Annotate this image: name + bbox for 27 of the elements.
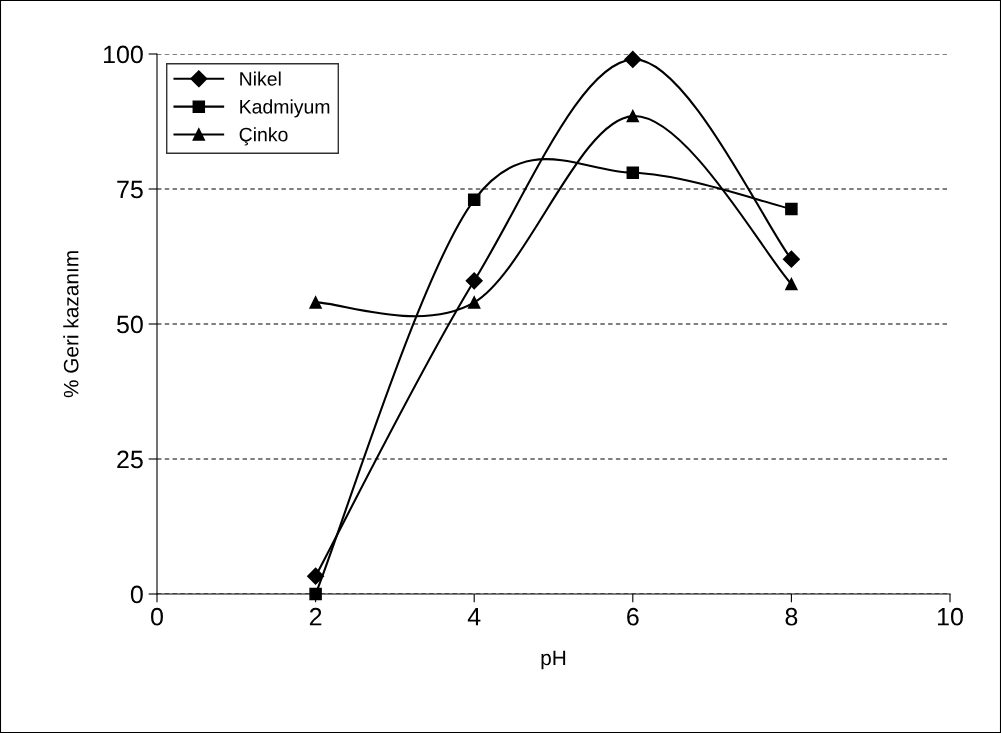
- point: [626, 109, 640, 123]
- legend-label: Nikel: [240, 71, 281, 86]
- point: [785, 277, 798, 291]
- point: [785, 202, 798, 216]
- x-tick-label: 0: [151, 607, 163, 626]
- point: [307, 567, 325, 585]
- x-axis-title: pH: [541, 650, 566, 670]
- point: [782, 250, 800, 268]
- x-tick-label: 10: [938, 607, 963, 626]
- y-tick-label: 0: [130, 585, 143, 604]
- y-tick-label: 50: [117, 315, 143, 334]
- y-axis-title: % Geri kazanım: [63, 251, 79, 398]
- point: [465, 272, 483, 290]
- x-tick-label: 4: [467, 608, 481, 626]
- x-tick-label: 8: [785, 607, 798, 626]
- y-tick-label: 75: [117, 180, 143, 199]
- point: [624, 50, 642, 68]
- point: [309, 296, 322, 309]
- legend-label: Kadmiyum: [240, 99, 330, 118]
- point: [467, 193, 481, 207]
- x-tick-label: 2: [309, 607, 322, 626]
- y-tick-label: 25: [117, 450, 143, 469]
- point: [626, 166, 640, 180]
- y-tick-label: 100: [104, 45, 143, 64]
- legend-label: Çinko: [239, 127, 288, 146]
- x-tick-label: 6: [627, 607, 639, 626]
- point: [467, 296, 481, 309]
